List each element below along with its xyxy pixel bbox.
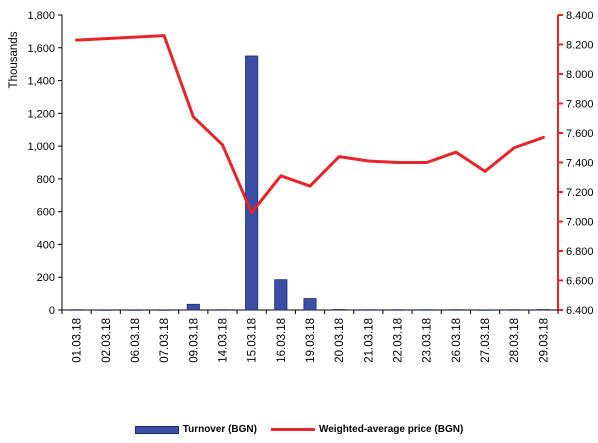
x-tick-label: 28.03.18 bbox=[509, 318, 521, 363]
legend-item-price: Weighted-average price (BGN) bbox=[270, 424, 464, 435]
axes bbox=[58, 14, 563, 314]
x-tick-label: 06.03.18 bbox=[130, 318, 142, 363]
turnover-bar bbox=[536, 309, 550, 311]
left-tick-label: 0 bbox=[49, 305, 55, 317]
legend-item-turnover: Turnover (BGN) bbox=[134, 424, 257, 435]
turnover-bar bbox=[157, 309, 171, 311]
turnover-bar bbox=[303, 298, 317, 311]
x-tick-label: 19.03.18 bbox=[305, 318, 317, 363]
x-tick-label: 29.03.18 bbox=[538, 318, 550, 363]
left-tick-label: 600 bbox=[37, 207, 55, 219]
left-tick-label: 1,600 bbox=[27, 43, 55, 55]
x-tick-label: 23.03.18 bbox=[422, 318, 434, 363]
right-tick-label: 7.000 bbox=[566, 217, 594, 229]
right-tick-label: 6.400 bbox=[566, 305, 594, 317]
left-tick-label: 1,400 bbox=[27, 76, 55, 88]
tick-labels: 0 200 400 600 800 1,000 1,200 1,400 1,600 1,800 6.… bbox=[27, 10, 593, 363]
right-tick-label: 8.000 bbox=[566, 69, 594, 81]
right-tick-label: 8.200 bbox=[566, 40, 594, 52]
turnover-bar bbox=[99, 309, 113, 311]
x-tick-label: 16.03.18 bbox=[276, 318, 288, 363]
right-tick-label: 6.800 bbox=[566, 246, 594, 258]
left-tick-label: 1,800 bbox=[27, 10, 55, 22]
right-tick-label: 6.600 bbox=[566, 276, 594, 288]
legend-label-turnover: Turnover (BGN) bbox=[182, 424, 257, 435]
turnover-bar bbox=[274, 279, 288, 311]
turnover-bar bbox=[449, 309, 463, 311]
right-tick-label: 8.400 bbox=[566, 10, 594, 22]
right-tick-label: 7.400 bbox=[566, 158, 594, 170]
turnover-bar bbox=[478, 309, 492, 311]
left-tick-label: 200 bbox=[37, 272, 55, 284]
price-line bbox=[75, 34, 545, 215]
x-tick-label: 20.03.18 bbox=[334, 318, 346, 363]
turnover-bar bbox=[420, 309, 434, 311]
x-tick-label: 22.03.18 bbox=[393, 318, 405, 363]
turnover-bar bbox=[128, 309, 142, 311]
chart: 0 200 400 600 800 1,000 1,200 1,400 1,600 1,800 6.… bbox=[8, 10, 594, 363]
legend: Turnover (BGN) Weighted-average price (B… bbox=[0, 424, 598, 435]
turnover-bar bbox=[215, 309, 229, 311]
right-tick-label: 7.200 bbox=[566, 187, 594, 199]
right-tick-label: 7.800 bbox=[566, 99, 594, 111]
turnover-bar bbox=[245, 55, 259, 311]
x-tick-label: 09.03.18 bbox=[188, 318, 200, 363]
y-axis-label: Thousands bbox=[8, 31, 20, 88]
price-line-path bbox=[75, 34, 545, 215]
x-tick-label: 15.03.18 bbox=[247, 318, 259, 363]
x-tick-label: 07.03.18 bbox=[159, 318, 171, 363]
legend-swatch-price bbox=[270, 428, 315, 431]
x-tick-label: 14.03.18 bbox=[217, 318, 229, 363]
turnover-bars bbox=[70, 55, 550, 311]
x-tick-label: 26.03.18 bbox=[451, 318, 463, 363]
legend-swatch-turnover bbox=[134, 425, 179, 434]
right-tick-label: 7.600 bbox=[566, 128, 594, 140]
x-tick-label: 27.03.18 bbox=[480, 318, 492, 363]
turnover-bar bbox=[70, 309, 84, 311]
left-tick-label: 400 bbox=[37, 239, 55, 251]
turnover-bar bbox=[186, 303, 200, 311]
turnover-bar bbox=[361, 309, 375, 311]
x-tick-label: 01.03.18 bbox=[72, 318, 84, 363]
legend-label-price: Weighted-average price (BGN) bbox=[318, 424, 464, 435]
left-tick-label: 1,000 bbox=[27, 141, 55, 153]
turnover-bar bbox=[391, 309, 405, 311]
left-tick-label: 800 bbox=[37, 174, 55, 186]
x-tick-label: 21.03.18 bbox=[363, 318, 375, 363]
turnover-bar bbox=[332, 309, 346, 311]
x-tick-label: 02.03.18 bbox=[101, 318, 113, 363]
turnover-bar bbox=[507, 309, 521, 311]
left-tick-label: 1,200 bbox=[27, 108, 55, 120]
